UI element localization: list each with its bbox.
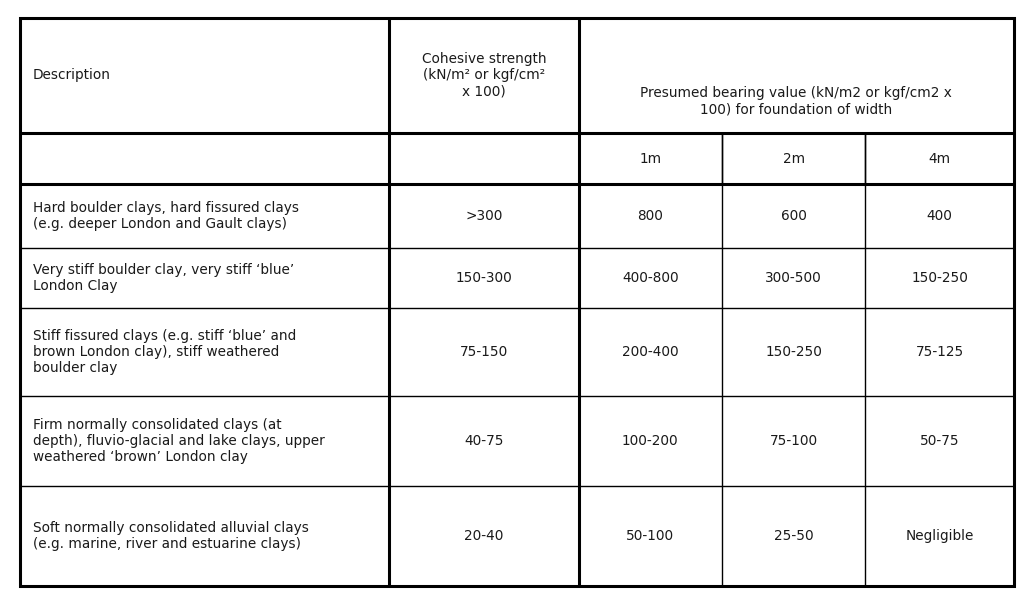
Text: Stiff fissured clays (e.g. stiff ‘blue’ and
brown London clay), stiff weathered
: Stiff fissured clays (e.g. stiff ‘blue’ … xyxy=(33,329,296,375)
Text: Very stiff boulder clay, very stiff ‘blue’
London Clay: Very stiff boulder clay, very stiff ‘blu… xyxy=(33,263,294,293)
Text: 150-250: 150-250 xyxy=(911,271,968,285)
Text: >300: >300 xyxy=(465,209,503,223)
Text: Soft normally consolidated alluvial clays
(e.g. marine, river and estuarine clay: Soft normally consolidated alluvial clay… xyxy=(33,521,308,551)
Text: Negligible: Negligible xyxy=(905,529,974,543)
Text: Hard boulder clays, hard fissured clays
(e.g. deeper London and Gault clays): Hard boulder clays, hard fissured clays … xyxy=(33,201,299,231)
Text: 150-300: 150-300 xyxy=(456,271,512,285)
Text: 40-75: 40-75 xyxy=(464,434,504,448)
Text: 800: 800 xyxy=(637,209,664,223)
Text: 75-125: 75-125 xyxy=(915,345,964,359)
Text: 50-75: 50-75 xyxy=(920,434,959,448)
Text: 400-800: 400-800 xyxy=(622,271,679,285)
Text: Cohesive strength
(kN/m² or kgf/cm²
x 100): Cohesive strength (kN/m² or kgf/cm² x 10… xyxy=(422,53,546,98)
Text: Presumed bearing value (kN/m2 or kgf/cm2 x
100) for foundation of width: Presumed bearing value (kN/m2 or kgf/cm2… xyxy=(640,86,952,117)
Text: 200-400: 200-400 xyxy=(622,345,679,359)
Text: 2m: 2m xyxy=(782,152,805,165)
Text: 400: 400 xyxy=(927,209,952,223)
Text: 75-100: 75-100 xyxy=(770,434,817,448)
Text: 25-50: 25-50 xyxy=(774,529,813,543)
Text: Firm normally consolidated clays (at
depth), fluvio-glacial and lake clays, uppe: Firm normally consolidated clays (at dep… xyxy=(33,418,325,464)
Text: 150-250: 150-250 xyxy=(765,345,822,359)
Text: 75-150: 75-150 xyxy=(460,345,508,359)
Text: 20-40: 20-40 xyxy=(464,529,504,543)
Text: Description: Description xyxy=(33,68,111,83)
Text: 4m: 4m xyxy=(929,152,950,165)
Text: 600: 600 xyxy=(780,209,807,223)
Text: 50-100: 50-100 xyxy=(627,529,674,543)
Text: 100-200: 100-200 xyxy=(622,434,679,448)
Text: 300-500: 300-500 xyxy=(765,271,822,285)
Text: 1m: 1m xyxy=(639,152,662,165)
